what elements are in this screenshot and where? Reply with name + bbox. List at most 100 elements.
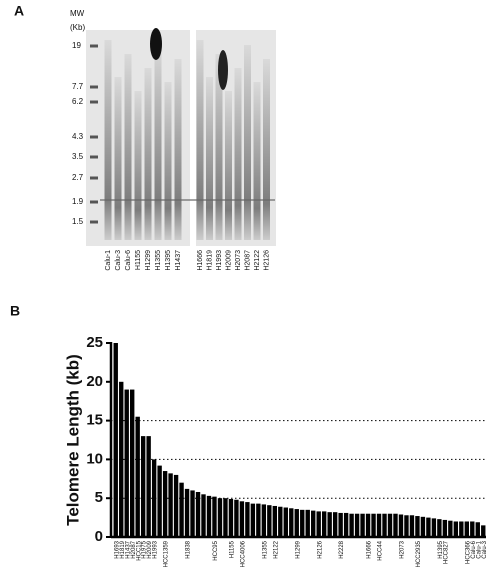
bar [289, 508, 294, 537]
bar [332, 512, 338, 537]
mw-label: 19 [72, 41, 81, 50]
bar [426, 517, 431, 537]
bar [349, 513, 354, 537]
gel-image [86, 28, 276, 246]
bar [409, 515, 415, 537]
bar [442, 519, 448, 537]
bar [201, 494, 206, 537]
bar [294, 509, 299, 537]
x-tick-label: H2087 [131, 540, 137, 558]
mw-label: 6.2 [72, 97, 84, 106]
bar [404, 515, 409, 537]
bar [168, 473, 173, 537]
lane-label: H1355 [155, 250, 162, 271]
x-tick-label: HCC2935 [416, 540, 422, 567]
ladder-band [90, 176, 98, 180]
x-tick-label: HCC366 [465, 540, 471, 564]
gel-gap [190, 30, 196, 246]
bar [261, 504, 267, 537]
mw-title: MW [70, 9, 85, 18]
x-tick-label: HCC4006 [240, 540, 246, 567]
bar [475, 522, 480, 537]
gel-smear [218, 50, 228, 90]
x-tick-label: HCC827 [443, 540, 449, 564]
bar [464, 521, 469, 537]
bar [382, 513, 387, 537]
lane-label: Calu-1 [105, 250, 112, 271]
bar [278, 506, 283, 537]
x-tick-label: H1819 [120, 540, 126, 558]
lane-label: Calu-3 [115, 250, 122, 271]
x-tick-label: HCC1359 [164, 540, 170, 567]
y-tick-label: 25 [86, 334, 103, 351]
lane-label: Calu-6 [125, 250, 132, 271]
bar [415, 516, 420, 537]
bar [179, 482, 184, 537]
bar [420, 516, 426, 537]
lane-label: H1299 [145, 250, 152, 271]
bar [481, 525, 486, 537]
bar [305, 509, 310, 537]
x-tick-label: H2126 [317, 540, 323, 558]
ladder-band [90, 100, 98, 104]
bar [365, 513, 371, 537]
bar [448, 520, 453, 537]
gel-lane [154, 45, 162, 240]
x-tick-label: H2073 [400, 540, 406, 558]
bar [234, 499, 239, 537]
gel-lane [104, 40, 112, 240]
y-tick-label: 15 [86, 412, 103, 429]
bar [113, 343, 118, 537]
bar [190, 490, 195, 537]
bar [228, 498, 234, 537]
gel-lane [244, 45, 251, 240]
bar [119, 381, 124, 537]
lane-label: H2087 [244, 250, 251, 271]
lane-label: H2009 [225, 250, 232, 271]
bar [338, 512, 343, 537]
bar [437, 519, 442, 537]
lane-label: H1395 [165, 250, 172, 271]
ladder-band [90, 220, 98, 224]
y-tick-label: 10 [86, 450, 103, 467]
gel-band [100, 199, 275, 201]
y-axis-label: Telomere Length (kb) [63, 354, 82, 526]
lane-label: H1993 [216, 250, 223, 271]
x-tick-label: H2009 [147, 540, 153, 558]
x-tick-label: H1838 [186, 540, 192, 558]
bar [184, 488, 190, 537]
gel-lane [253, 82, 261, 240]
mw-label: 7.7 [72, 82, 84, 91]
bar [151, 459, 157, 537]
bar [459, 521, 464, 537]
gel-lane [144, 68, 152, 240]
gel-lane [114, 77, 122, 240]
bar [239, 501, 245, 537]
x-tick-label: Calu-6 [471, 540, 477, 558]
bar [140, 436, 146, 537]
mw-label: 1.5 [72, 217, 84, 226]
bar [360, 513, 365, 537]
x-tick-label: Calu-1 [476, 540, 482, 558]
x-tick-label: H2122 [273, 540, 279, 558]
gel-smear [150, 28, 162, 60]
bar [217, 498, 223, 537]
bar [311, 510, 316, 537]
x-tick-label: H1693 [114, 540, 120, 558]
bar [256, 503, 261, 537]
bar [223, 498, 228, 537]
panel-label: A [14, 3, 24, 19]
x-tick-label: H2228 [339, 540, 345, 558]
gel-lane [134, 91, 142, 240]
x-tick-label: H1395 [438, 540, 444, 558]
bar [135, 416, 140, 537]
ladder-band [90, 85, 98, 89]
bar [267, 505, 272, 537]
lane-label: H1155 [135, 250, 142, 270]
lane-label: H1437 [175, 250, 182, 271]
bar [272, 505, 278, 537]
mw-label: 1.9 [72, 197, 84, 206]
bar [431, 518, 437, 537]
bar [371, 513, 376, 537]
